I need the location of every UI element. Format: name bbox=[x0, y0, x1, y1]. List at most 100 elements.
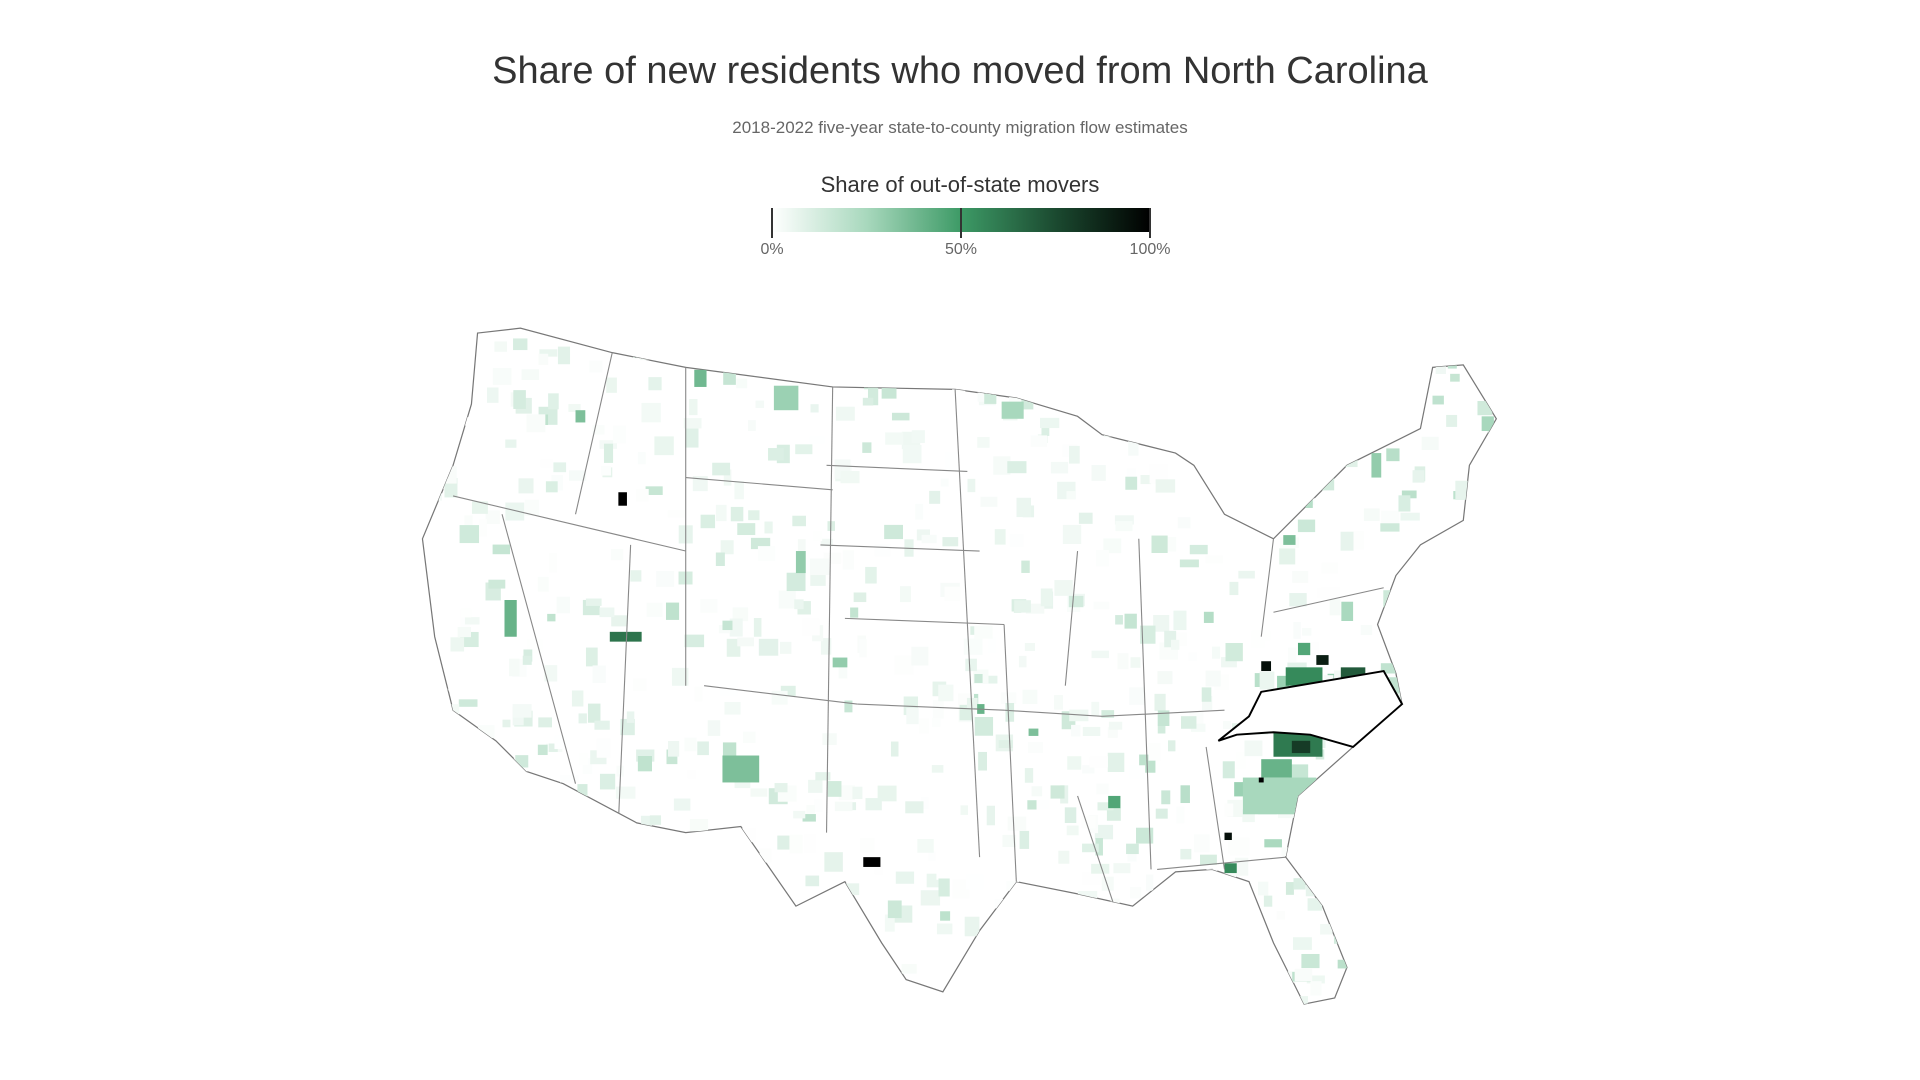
county bbox=[792, 515, 806, 527]
county bbox=[1263, 895, 1273, 907]
county bbox=[1465, 994, 1482, 1005]
county bbox=[1288, 647, 1297, 662]
county bbox=[1412, 470, 1425, 483]
county bbox=[1164, 630, 1177, 648]
county bbox=[526, 963, 542, 976]
county bbox=[487, 934, 506, 949]
county bbox=[802, 814, 816, 822]
county bbox=[1320, 924, 1333, 935]
county bbox=[1434, 616, 1447, 629]
county bbox=[548, 743, 558, 752]
county bbox=[859, 837, 875, 853]
county bbox=[1381, 779, 1398, 798]
county bbox=[1079, 896, 1095, 913]
county bbox=[1129, 765, 1146, 779]
county bbox=[1221, 657, 1237, 668]
county bbox=[441, 466, 457, 484]
county bbox=[569, 470, 587, 481]
county bbox=[1108, 951, 1117, 970]
county bbox=[1041, 342, 1060, 360]
county bbox=[1057, 368, 1069, 379]
state-border bbox=[685, 477, 833, 491]
county bbox=[1494, 469, 1497, 485]
county bbox=[905, 801, 924, 814]
county bbox=[495, 896, 512, 912]
county bbox=[1460, 350, 1472, 365]
county bbox=[1375, 333, 1384, 351]
county bbox=[512, 704, 532, 718]
county bbox=[1125, 476, 1138, 490]
county bbox=[1096, 640, 1115, 654]
county bbox=[1224, 863, 1237, 874]
county bbox=[1401, 994, 1415, 1005]
county bbox=[1016, 497, 1031, 518]
county bbox=[457, 626, 471, 638]
county bbox=[1216, 889, 1229, 907]
state-border bbox=[1157, 856, 1286, 870]
county bbox=[1317, 588, 1328, 598]
county bbox=[545, 481, 558, 493]
county bbox=[611, 615, 628, 627]
state-border bbox=[1138, 538, 1152, 870]
county bbox=[712, 462, 731, 476]
county bbox=[1177, 517, 1191, 529]
county bbox=[820, 399, 838, 413]
county bbox=[622, 982, 641, 998]
county bbox=[1443, 537, 1456, 546]
county bbox=[538, 1003, 558, 1005]
county bbox=[1002, 834, 1017, 847]
county bbox=[834, 801, 853, 812]
county bbox=[768, 448, 784, 461]
county bbox=[1455, 480, 1471, 501]
county bbox=[1224, 832, 1232, 841]
county bbox=[1446, 414, 1458, 427]
county bbox=[610, 548, 624, 561]
county bbox=[684, 428, 699, 448]
county bbox=[929, 490, 941, 504]
county bbox=[1374, 342, 1391, 359]
county bbox=[1349, 945, 1365, 964]
county bbox=[694, 686, 703, 702]
county bbox=[1058, 850, 1070, 864]
county bbox=[740, 828, 756, 843]
county bbox=[1300, 389, 1309, 399]
county bbox=[1012, 909, 1032, 928]
county bbox=[502, 719, 511, 728]
county bbox=[484, 981, 493, 991]
county bbox=[1373, 819, 1383, 832]
county bbox=[1259, 328, 1279, 334]
county bbox=[1410, 821, 1427, 840]
county bbox=[478, 847, 495, 864]
state-border bbox=[844, 617, 1005, 626]
county bbox=[1180, 848, 1192, 860]
county bbox=[442, 411, 457, 427]
county bbox=[1214, 440, 1234, 453]
county bbox=[771, 690, 788, 705]
county bbox=[1336, 651, 1351, 664]
county bbox=[503, 849, 522, 869]
county bbox=[885, 432, 904, 445]
county bbox=[1483, 562, 1492, 580]
county bbox=[1441, 865, 1457, 882]
county bbox=[887, 900, 902, 919]
county bbox=[640, 815, 652, 827]
county bbox=[1261, 661, 1272, 672]
county bbox=[1129, 687, 1145, 705]
county bbox=[842, 550, 855, 570]
county bbox=[895, 871, 915, 884]
county bbox=[1381, 820, 1389, 835]
county bbox=[1321, 562, 1338, 574]
county bbox=[1398, 495, 1411, 512]
county bbox=[730, 506, 744, 522]
county bbox=[862, 442, 872, 453]
county bbox=[806, 804, 816, 814]
county bbox=[434, 688, 449, 702]
county bbox=[474, 754, 493, 769]
county bbox=[732, 607, 749, 622]
county bbox=[750, 537, 771, 550]
county bbox=[631, 979, 647, 995]
county bbox=[1341, 453, 1358, 468]
county bbox=[1079, 374, 1098, 385]
county bbox=[1138, 369, 1152, 379]
county bbox=[791, 924, 808, 941]
